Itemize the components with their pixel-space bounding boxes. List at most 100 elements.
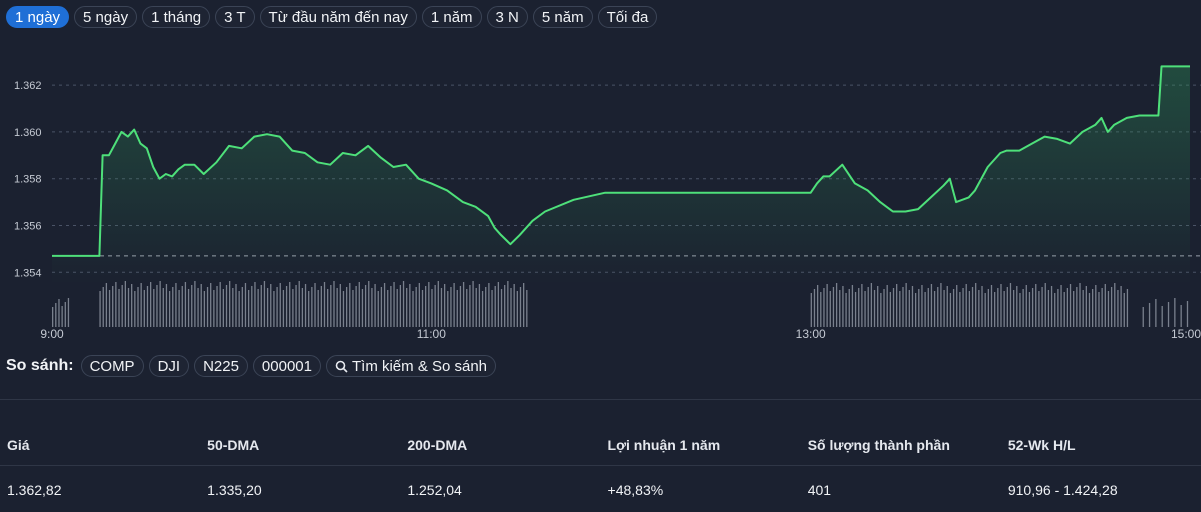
volume-bar [127,288,130,327]
volume-bar [820,292,822,327]
volume-bar [835,283,838,327]
y-tick-label: 1.354 [14,267,42,279]
volume-bar [184,282,187,327]
volume-bar [238,291,240,327]
volume-bar [816,285,819,327]
volume-bar [266,288,269,327]
volume-bar [927,288,929,327]
volume-bar [823,288,825,327]
range-tab[interactable]: 3 T [215,6,255,28]
volume-bar [971,287,974,327]
volume-bar [924,292,926,327]
volume-bar [168,291,171,327]
volume-bar [481,291,484,327]
range-tab[interactable]: 5 ngày [74,6,138,28]
volume-bar [523,283,525,327]
volume-bar [358,282,360,327]
volume-bar [854,292,857,327]
volume-bar [336,288,338,327]
volume-bar [213,290,215,327]
volume-bar [153,289,155,327]
volume-bar [1104,284,1106,327]
volume-bar [883,289,885,327]
range-tab[interactable]: 5 năm [532,6,593,28]
volume-bar [899,291,901,327]
compare-symbol-button[interactable]: COMP [80,355,144,377]
range-tab[interactable]: Tối đa [597,6,658,28]
compare-symbol-button[interactable]: N225 [194,355,248,377]
volume-bar [58,299,60,327]
range-tab[interactable]: 3 N [486,6,528,28]
volume-bar [1161,306,1163,327]
search-compare-button[interactable]: Tìm kiếm & So sánh [325,355,497,377]
range-tab[interactable]: 1 tháng [142,6,211,28]
y-tick-label: 1.362 [14,80,42,92]
volume-bar [946,286,948,327]
y-axis-ticks: 1.354 1.356 1.358 1.360 1.362 [14,80,42,279]
volume-bar [371,288,373,327]
volume-bar [949,293,952,327]
stat-value-1y-return: +48,83% [607,482,664,498]
volume-bar [826,284,828,327]
volume-bar [851,285,854,327]
volume-bar [1126,289,1129,327]
volume-bar [1107,291,1110,327]
volume-bar [1095,285,1097,327]
volume-bar [1092,289,1094,327]
range-tab[interactable]: 1 năm [421,6,482,28]
volume-bar [323,282,326,327]
volume-bar [349,283,351,327]
volume-bar [889,292,891,327]
volume-bar [285,286,288,327]
stat-header-200dma: 200-DMA [407,437,468,453]
volume-bar [1019,293,1021,327]
volume-bar [937,287,939,327]
volume-bar [425,286,427,327]
stat-value-components: 401 [807,482,832,498]
stat-value-50dma: 1.335,20 [207,482,262,498]
volume-bar [352,290,354,327]
volume-bar [842,286,844,327]
volume-bar [241,287,243,327]
volume-bar [206,287,209,327]
volume-bar [251,286,253,327]
volume-bar [877,286,879,327]
volume-bar [172,287,174,327]
volume-bar [134,291,136,327]
volume-bar [393,282,395,327]
volume-bar [516,291,518,327]
volume-bar [1123,293,1125,327]
volume-bar [387,290,389,327]
compare-symbol-button[interactable]: DJI [148,355,190,377]
volume-bar [896,284,898,327]
volume-bar [500,289,503,327]
volume-bar [519,287,522,327]
volume-bar [1009,283,1012,327]
volume-bar [959,292,961,327]
x-tick-label: 15:00 [1171,327,1201,341]
volume-bar [257,289,259,327]
volume-bar [462,282,465,327]
volume-bar [459,286,462,327]
volume-bar [1148,303,1151,327]
volume-bar [978,290,980,327]
volume-bar [342,291,345,327]
volume-bar [191,285,193,327]
range-selector: 1 ngày 5 ngày 1 tháng 3 T Từ đầu năm đến nay… [6,6,658,28]
compare-symbol-button[interactable]: 000001 [252,355,321,377]
volume-bar [146,286,149,327]
volume-bar [143,290,145,327]
volume-bar [1120,286,1122,327]
volume-bar [845,293,847,327]
range-tab[interactable]: 1 ngày [6,6,70,28]
volume-bar [222,289,224,327]
volume-bar [813,289,816,327]
volume-bar [260,285,262,327]
volume-bar [1082,290,1084,327]
compare-symbols: COMP DJI N225 000001 [80,355,321,377]
volume-bar [1063,292,1065,327]
volume-bar [437,281,439,327]
range-tab[interactable]: Từ đầu năm đến nay [259,6,417,28]
volume-bar [507,281,509,327]
search-compare-label: Tìm kiếm & So sánh [351,358,488,375]
